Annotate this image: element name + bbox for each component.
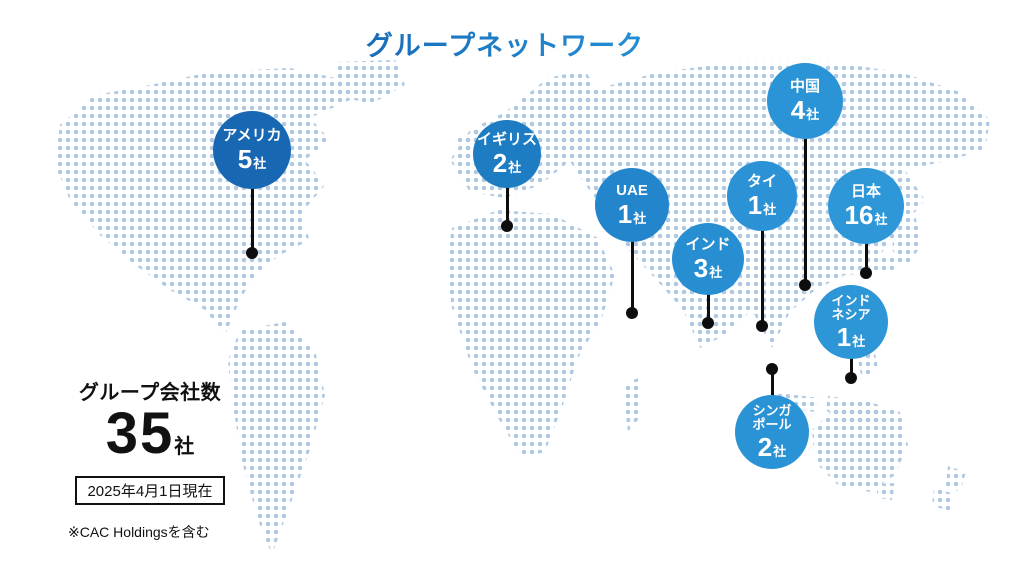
pin-line-thailand [760, 196, 764, 326]
pin-company-count-singapore: 2社 [757, 432, 787, 463]
pin-location-dot-india [702, 317, 714, 329]
pin-location-dot-japan [860, 267, 872, 279]
pin-country-label-thailand: タイ [746, 172, 777, 190]
pin-country-label-usa: アメリカ [222, 126, 282, 144]
pin-line-uk [505, 154, 509, 226]
as-of-date: 2025年4月1日現在 [75, 476, 225, 505]
pin-company-count-japan: 16社 [844, 200, 888, 231]
pin-location-dot-thailand [756, 320, 768, 332]
pin-company-count-china: 4社 [790, 95, 820, 126]
pin-circle-india: インド 3社 [672, 223, 744, 295]
pin-location-dot-indonesia [845, 372, 857, 384]
pin-location-dot-usa [246, 247, 258, 259]
footnote: ※CAC Holdingsを含む [68, 524, 210, 540]
pin-country-label-singapore: シンガ ポール [752, 402, 792, 432]
pin-company-count-thailand: 1社 [747, 190, 777, 221]
pin-company-count-usa: 5社 [237, 144, 267, 175]
pin-line-uae [630, 205, 634, 313]
pin-company-count-indonesia: 1社 [836, 322, 866, 353]
pin-circle-singapore: シンガ ポール 2社 [735, 395, 809, 469]
pin-circle-indonesia: インド ネシア 1社 [814, 285, 888, 359]
pin-country-label-india: インド [685, 235, 731, 253]
pin-location-dot-china [799, 279, 811, 291]
group-count: 35社 [64, 405, 236, 463]
group-count-number: 35 [105, 401, 175, 466]
pin-circle-uk: イギリス 2社 [473, 120, 541, 188]
pin-circle-usa: アメリカ 5社 [213, 111, 291, 189]
group-count-label: グループ会社数 [78, 382, 222, 404]
pin-line-usa [250, 150, 254, 253]
pin-location-dot-uae [626, 307, 638, 319]
group-summary: グループ会社数 35社 2025年4月1日現在 ※CAC Holdingsを含む [64, 376, 236, 542]
pin-location-dot-uk [501, 220, 513, 232]
pin-country-label-uae: UAE [616, 181, 648, 199]
pin-circle-thailand: タイ 1社 [727, 161, 797, 231]
pin-company-count-uk: 2社 [492, 148, 522, 179]
pin-company-count-uae: 1社 [617, 199, 647, 230]
pin-country-label-indonesia: インド ネシア [831, 292, 871, 322]
group-count-unit: 社 [174, 436, 195, 458]
pin-line-china [803, 101, 807, 285]
pin-location-dot-singapore [766, 363, 778, 375]
pin-circle-japan: 日本 16社 [828, 168, 904, 244]
pin-country-label-japan: 日本 [850, 182, 881, 200]
pin-country-label-uk: イギリス [476, 130, 537, 148]
pin-circle-uae: UAE 1社 [595, 168, 669, 242]
page-title: グループネットワーク [0, 24, 1010, 63]
pin-company-count-india: 3社 [693, 253, 723, 284]
pin-country-label-china: 中国 [789, 77, 820, 95]
pin-circle-china: 中国 4社 [767, 63, 843, 139]
